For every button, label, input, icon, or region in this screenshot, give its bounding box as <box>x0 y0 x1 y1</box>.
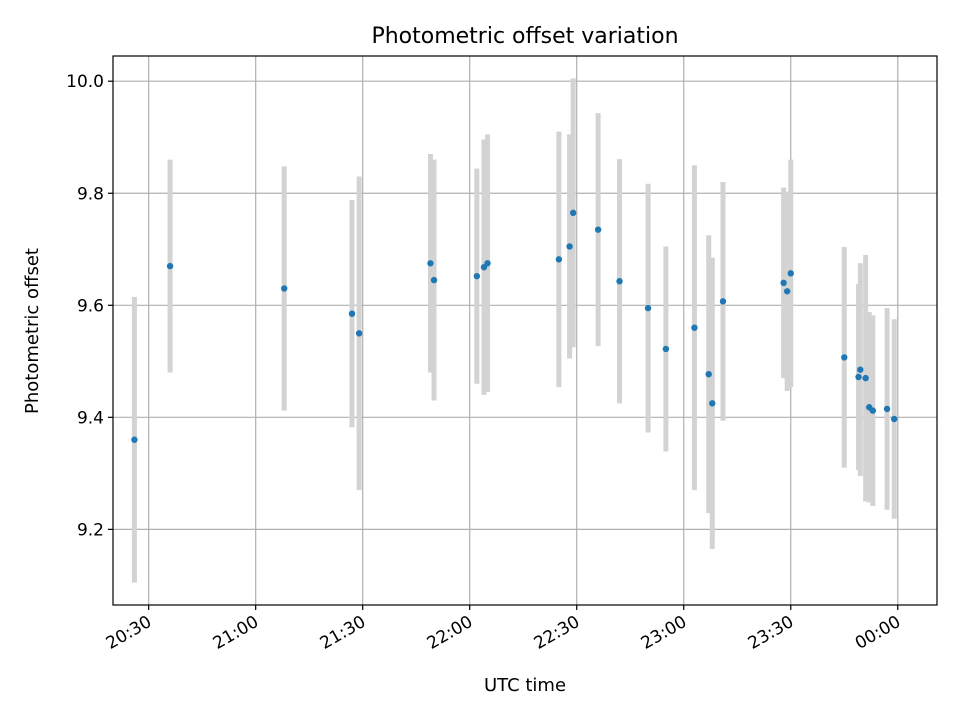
plot-frame <box>112 55 938 606</box>
data-point <box>430 276 438 284</box>
y-tick-label: 9.8 <box>77 184 104 204</box>
data-point <box>594 226 602 233</box>
chart-title: Photometric offset variation <box>371 24 678 49</box>
data-point <box>780 279 787 287</box>
data-point <box>862 374 869 382</box>
data-point <box>890 415 898 423</box>
grid <box>113 56 937 605</box>
y-tick-label: 9.6 <box>77 296 104 316</box>
data-point <box>883 405 891 413</box>
data-point <box>787 270 794 277</box>
data-point <box>783 288 791 295</box>
data-points <box>131 209 898 443</box>
data-point <box>281 285 288 292</box>
data-point <box>841 354 848 361</box>
data-point <box>348 310 356 317</box>
data-point <box>857 366 864 373</box>
x-axis-title: UTC time <box>484 675 566 696</box>
y-tick-label: 10.0 <box>66 72 104 92</box>
data-point <box>644 304 652 312</box>
data-point <box>662 345 670 353</box>
data-point <box>566 243 573 250</box>
data-point <box>555 256 563 263</box>
y-tick-label: 9.4 <box>77 408 104 428</box>
data-point <box>166 262 174 270</box>
data-point <box>427 260 434 267</box>
data-point <box>473 272 481 280</box>
data-point <box>131 436 138 443</box>
data-point <box>705 370 712 378</box>
data-point <box>869 407 876 414</box>
data-point <box>719 298 727 305</box>
data-point <box>855 373 862 381</box>
data-point <box>569 209 577 217</box>
data-point <box>484 260 491 267</box>
data-point <box>355 330 363 337</box>
data-point <box>691 324 698 331</box>
y-tick-label: 9.2 <box>77 520 104 540</box>
data-point <box>616 278 623 285</box>
y-axis-title: Photometric offset <box>22 248 43 414</box>
data-point <box>709 400 716 407</box>
